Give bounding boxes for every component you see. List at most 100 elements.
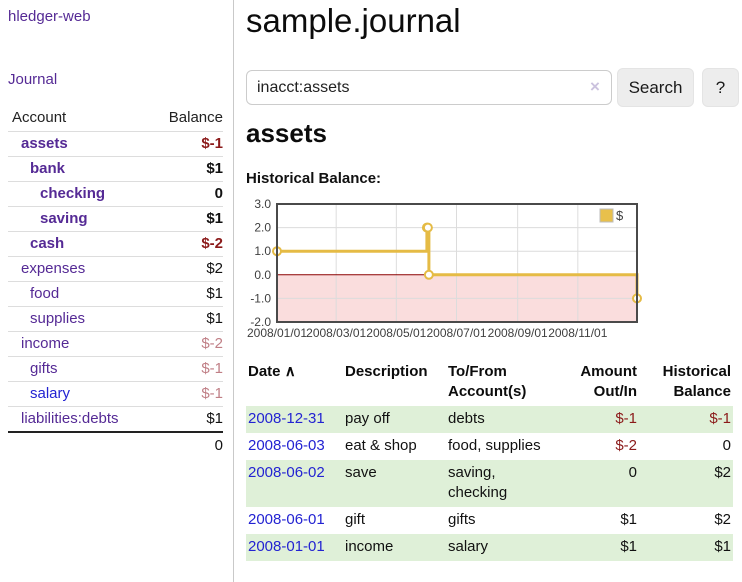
transaction-accounts: gifts bbox=[448, 511, 476, 528]
account-balance: $-1 bbox=[201, 135, 223, 152]
balance-column-header: Balance bbox=[168, 109, 223, 126]
transaction-description: save bbox=[345, 464, 377, 481]
sidebar-account-liabilities-debts[interactable]: liabilities:debts bbox=[21, 410, 119, 427]
chart-title: Historical Balance: bbox=[246, 170, 382, 187]
account-row: bank $1 bbox=[8, 156, 223, 181]
account-heading: assets bbox=[246, 118, 327, 148]
accounts-total: 0 bbox=[8, 431, 223, 459]
chart-data-marker bbox=[423, 269, 434, 280]
sort-ascending-icon: ∧ bbox=[284, 363, 296, 380]
sidebar-account-gifts[interactable]: gifts bbox=[30, 360, 58, 377]
sidebar-account-cash[interactable]: cash bbox=[30, 235, 65, 252]
transaction-amount: $1 bbox=[620, 538, 637, 555]
y-axis-tick-label: 2.0 bbox=[254, 221, 271, 235]
legend-swatch bbox=[599, 208, 614, 223]
y-axis-tick-label: 0.0 bbox=[254, 268, 271, 282]
y-axis-tick-label: 3.0 bbox=[254, 198, 271, 211]
account-row: checking 0 bbox=[8, 181, 223, 206]
sidebar-account-food[interactable]: food bbox=[30, 285, 60, 302]
transaction-description: gift bbox=[345, 511, 366, 528]
transaction-row: 2008-06-03 eat & shop food, supplies $-2… bbox=[246, 433, 733, 460]
search-button[interactable]: Search bbox=[617, 68, 694, 107]
historical-balance-chart-container: 3.0 2.0 1.0 0.0 -1.0 -2.0 2008/01/01 2008/03/01… bbox=[246, 198, 716, 346]
x-axis-tick-label: 2008/05/01 bbox=[366, 326, 426, 340]
sidebar-item-journal[interactable]: Journal bbox=[8, 71, 58, 88]
transaction-description: pay off bbox=[345, 410, 390, 427]
account-row: income $-2 bbox=[8, 331, 223, 356]
sidebar-account-expenses[interactable]: expenses bbox=[21, 260, 86, 277]
transaction-date-link[interactable]: 2008-06-02 bbox=[248, 464, 325, 481]
transaction-amount: $-2 bbox=[615, 437, 637, 454]
transaction-row: 2008-06-01 gift gifts $1 $2 bbox=[246, 507, 733, 534]
account-row: cash $-2 bbox=[8, 231, 223, 256]
x-axis-tick-label: 2008/11/01 bbox=[548, 326, 607, 340]
plot-border bbox=[276, 203, 638, 323]
account-row: food $1 bbox=[8, 281, 223, 306]
y-axis-tick-label: -1.0 bbox=[250, 291, 271, 305]
account-row: supplies $1 bbox=[8, 306, 223, 331]
x-axis-tick-label: 2008/01/01 bbox=[247, 326, 307, 340]
account-balance: 0 bbox=[214, 185, 223, 202]
transaction-balance: $-1 bbox=[709, 410, 731, 427]
transaction-date-link[interactable]: 2008-01-01 bbox=[248, 538, 325, 555]
sidebar-account-salary[interactable]: salary bbox=[30, 385, 71, 402]
account-balance: $1 bbox=[206, 410, 223, 427]
sidebar-account-checking[interactable]: checking bbox=[40, 185, 106, 202]
transaction-amount: 0 bbox=[628, 464, 637, 481]
transaction-balance: $1 bbox=[714, 538, 731, 555]
y-axis-tick-label: -2.0 bbox=[250, 315, 271, 329]
transaction-accounts: debts bbox=[448, 410, 485, 427]
account-row: saving $1 bbox=[8, 206, 223, 231]
y-axis-tick-label: 1.0 bbox=[254, 244, 271, 258]
column-header-balance: Historical Balance bbox=[662, 363, 731, 400]
account-balance: $-2 bbox=[201, 335, 223, 352]
transaction-amount: $-1 bbox=[615, 410, 637, 427]
register-table: Date ∧ Description To/From Account(s) Am… bbox=[246, 360, 733, 561]
account-balance: $1 bbox=[206, 285, 223, 302]
sidebar: hledger-web Journal Account Balance asse… bbox=[0, 0, 234, 582]
transaction-accounts: saving, checking bbox=[448, 464, 508, 501]
transaction-date-link[interactable]: 2008-06-01 bbox=[248, 511, 325, 528]
account-balance: $-1 bbox=[201, 385, 223, 402]
x-axis-tick-label: 2008/07/01 bbox=[426, 326, 486, 340]
transaction-row: 2008-12-31 pay off debts $-1 $-1 bbox=[246, 406, 733, 433]
account-balance: $-1 bbox=[201, 360, 223, 377]
transaction-accounts: salary bbox=[448, 538, 489, 555]
transaction-balance: $2 bbox=[714, 464, 731, 481]
transaction-accounts: food, supplies bbox=[448, 437, 541, 454]
sidebar-account-supplies[interactable]: supplies bbox=[30, 310, 86, 327]
transaction-amount: $1 bbox=[620, 511, 637, 528]
sidebar-account-saving[interactable]: saving bbox=[40, 210, 88, 227]
sidebar-account-income[interactable]: income bbox=[21, 335, 70, 352]
transaction-row: 2008-01-01 income salary $1 $1 bbox=[246, 534, 733, 561]
search-input[interactable] bbox=[246, 70, 612, 105]
app-brand-link[interactable]: hledger-web bbox=[8, 8, 91, 25]
column-header-accounts: To/From Account(s) bbox=[448, 363, 527, 400]
account-row: expenses $2 bbox=[8, 256, 223, 281]
account-column-header: Account bbox=[12, 109, 67, 126]
account-balance: $1 bbox=[206, 160, 223, 177]
transaction-description: eat & shop bbox=[345, 437, 417, 454]
account-balance: $-2 bbox=[201, 235, 223, 252]
accounts-table-header: Account Balance bbox=[8, 106, 223, 131]
legend-label: $ bbox=[616, 208, 624, 223]
transaction-balance: $2 bbox=[714, 511, 731, 528]
clear-search-icon[interactable]: × bbox=[590, 77, 600, 96]
transaction-date-link[interactable]: 2008-12-31 bbox=[248, 410, 325, 427]
transaction-balance: 0 bbox=[722, 437, 731, 454]
transaction-date-link[interactable]: 2008-06-03 bbox=[248, 437, 325, 454]
transaction-row: 2008-06-02 save saving, checking 0 $2 bbox=[246, 460, 733, 507]
column-header-date[interactable]: Date ∧ bbox=[248, 363, 296, 380]
transaction-description: income bbox=[345, 538, 394, 555]
register-header-row: Date ∧ Description To/From Account(s) Am… bbox=[246, 360, 733, 406]
account-row: salary $-1 bbox=[8, 381, 223, 406]
help-button[interactable]: ? bbox=[702, 68, 739, 107]
account-row: liabilities:debts $1 bbox=[8, 406, 223, 431]
page-title: sample.journal bbox=[246, 2, 461, 39]
column-header-amount: Amount Out/In bbox=[580, 363, 637, 400]
sidebar-account-assets[interactable]: assets bbox=[21, 135, 68, 152]
column-header-description: Description bbox=[345, 363, 428, 380]
account-balance: $2 bbox=[206, 260, 223, 277]
sidebar-account-bank[interactable]: bank bbox=[30, 160, 66, 177]
